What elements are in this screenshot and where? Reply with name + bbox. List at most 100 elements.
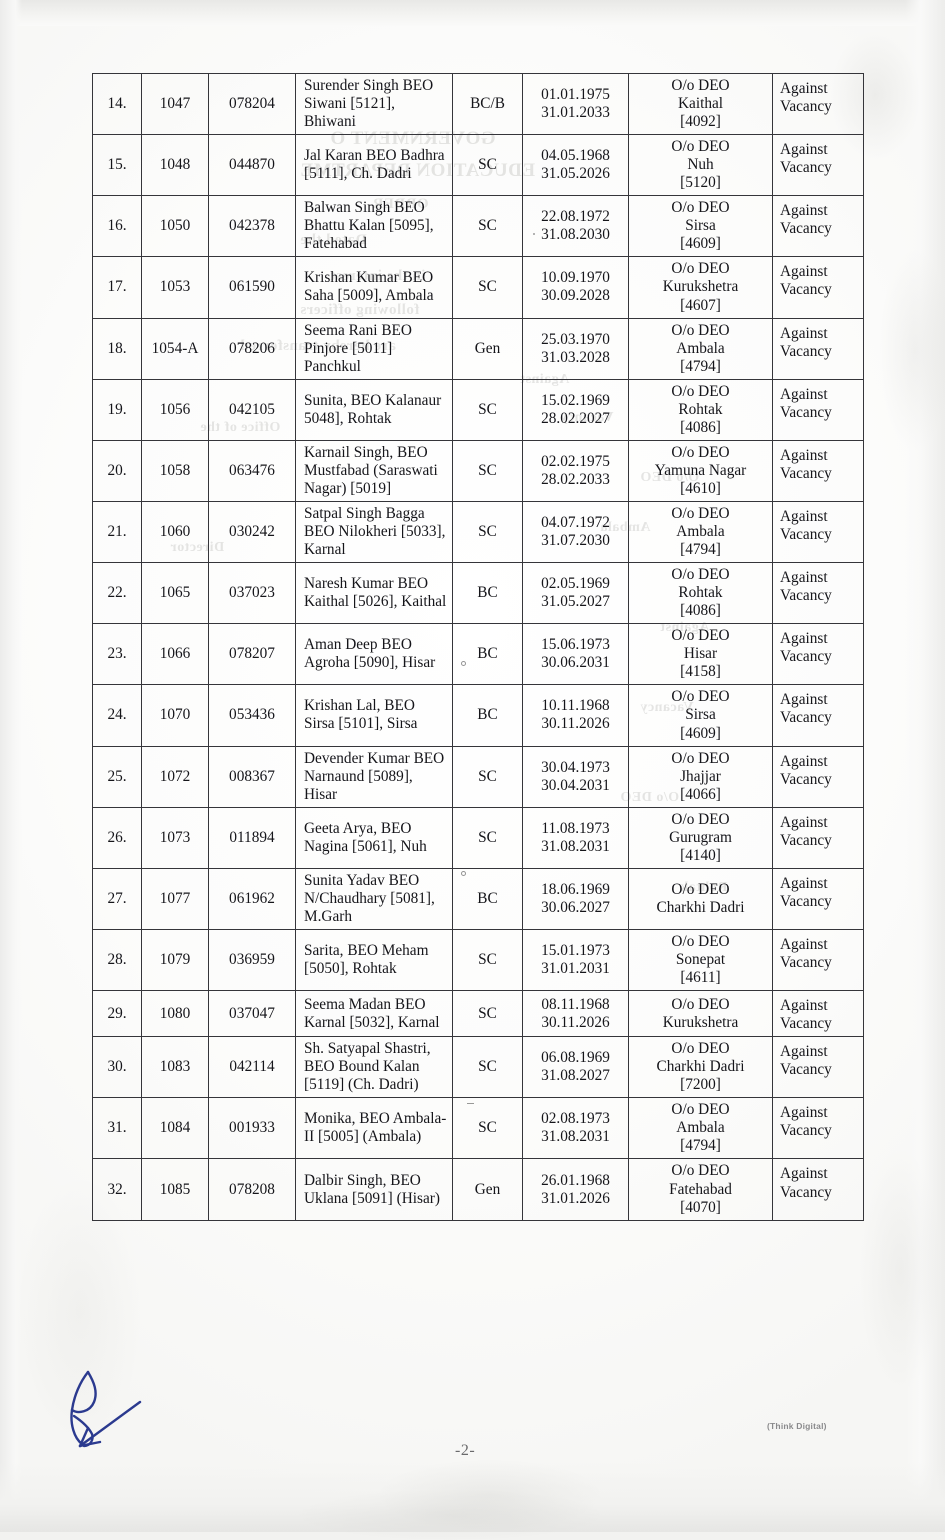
remark-line: Vacancy (780, 464, 832, 482)
office-line: O/o DEO (671, 995, 730, 1013)
date-of-birth: 02.02.1975 (541, 452, 610, 470)
remark-line: Vacancy (780, 1122, 832, 1140)
cell-dates: 15.01.1973 31.01.2031 (522, 928, 629, 992)
remark-line: Against (780, 935, 828, 953)
cell-seniority-no: 1054-A (141, 317, 209, 380)
cell-name-and-posting: Krishan Lal, BEO Sirsa [5101], Sirsa (295, 684, 453, 747)
date-of-birth: 25.03.1970 (541, 330, 610, 348)
cell-category: Gen (452, 317, 523, 380)
cell-employee-id: 036959 (208, 928, 296, 992)
cell-name-and-posting: Aman Deep BEO Agroha [5090], Hisar (295, 623, 453, 686)
date-of-birth: 15.01.1973 (541, 941, 610, 959)
cell-transfer-office: O/o DEO Yamuna Nagar [4610] (628, 439, 773, 502)
office-line: [4158] (680, 663, 721, 681)
remark-line: Against (780, 202, 828, 220)
table-row: 25. 1072 008367 Devender Kumar BEO Narnaund… (92, 745, 864, 808)
cell-serial-number: 24. (92, 684, 142, 747)
office-line: O/o DEO (671, 138, 730, 156)
cell-remarks: Against Vacancy (772, 195, 864, 258)
cell-employee-id: 078207 (208, 623, 296, 686)
cell-serial-number: 27. (92, 867, 142, 930)
cell-transfer-office: O/o DEO Sirsa [4609] (628, 195, 773, 258)
remark-line: Against (780, 385, 828, 403)
office-line: [5120] (680, 174, 721, 192)
cell-serial-number: 21. (92, 500, 142, 564)
cell-seniority-no: 1066 (141, 623, 209, 686)
cell-transfer-office: O/o DEO Kaithal [4092] (628, 72, 773, 136)
office-line: [4610] (680, 479, 721, 497)
cell-seniority-no: 1085 (141, 1158, 209, 1221)
date-of-retirement: 31.01.2033 (541, 104, 610, 122)
table-row: 14. 1047 078204 Surender Singh BEO Siwani [… (92, 72, 864, 136)
remark-line: Vacancy (780, 98, 832, 116)
cell-name-and-posting: Satpal Singh Bagga BEO Nilokheri [5033],… (295, 500, 453, 564)
cell-name-and-posting: Devender Kumar BEO Narnaund [5089], Hisa… (295, 745, 453, 808)
cell-name-and-posting: Sarita, BEO Meham [5050], Rohtak (295, 928, 453, 992)
remark-line: Vacancy (780, 831, 832, 849)
cell-dates: 02.02.1975 28.02.2033 (522, 439, 629, 502)
date-of-birth: 22.08.1972 (541, 208, 610, 226)
table-row: 29. 1080 037047 Seema Madan BEO Karnal [503… (92, 990, 864, 1038)
cell-name-and-posting: Monika, BEO Ambala-II [5005] (Ambala) (295, 1097, 453, 1160)
date-of-retirement: 30.11.2026 (541, 715, 610, 733)
remark-line: Against (780, 874, 828, 892)
date-of-birth: 15.02.1969 (541, 391, 610, 409)
remark-line: Vacancy (780, 1061, 832, 1079)
table-row: 19. 1056 042105 Sunita, BEO Kalanaur 5048],… (92, 378, 864, 441)
date-of-retirement: 31.07.2030 (541, 532, 610, 550)
table-row: 21. 1060 030242 Satpal Singh Bagga BEO Nilo… (92, 500, 864, 564)
cell-dates: 15.06.1973 30.06.2031 (522, 623, 629, 686)
table-row: 26. 1073 011894 Geeta Arya, BEO Nagina [506… (92, 806, 864, 869)
cell-dates: 11.08.1973 31.08.2031 (522, 806, 629, 869)
page-edge-top (0, 0, 945, 26)
date-of-birth: 26.01.1968 (541, 1171, 610, 1189)
date-of-birth: 06.08.1969 (541, 1049, 610, 1067)
table-row: 17. 1053 061590 Krishan Kumar BEO Saha [500… (92, 256, 864, 319)
cell-dates: 04.07.1972 31.07.2030 (522, 500, 629, 564)
date-of-retirement: 31.05.2026 (541, 165, 610, 183)
cell-employee-id: 061590 (208, 256, 296, 319)
cell-serial-number: 22. (92, 562, 142, 625)
cell-transfer-office: O/o DEO Charkhi Dadri [7200] (628, 1036, 773, 1099)
office-line: Kaithal (677, 95, 724, 113)
cell-remarks: Against Vacancy (772, 562, 864, 625)
office-line: Hisar (683, 645, 718, 663)
cell-category: BC (452, 867, 523, 930)
cell-seniority-no: 1058 (141, 439, 209, 502)
office-line: [4609] (680, 724, 721, 742)
table-row: 30. 1083 042114 Sh. Satyapal Shastri, BEO B… (92, 1036, 864, 1099)
cell-transfer-office: O/o DEO Jhajjar [4066] (628, 745, 773, 808)
cell-name-and-posting: Sunita, BEO Kalanaur 5048], Rohtak (295, 378, 453, 441)
cell-employee-id: 030242 (208, 500, 296, 564)
date-of-retirement: 31.01.2026 (541, 1189, 610, 1207)
remark-line: Against (780, 263, 828, 281)
cell-dates: 18.06.1969 30.06.2027 (522, 867, 629, 930)
cell-employee-id: 053436 (208, 684, 296, 747)
cell-name-and-posting: Surender Singh BEO Siwani [5121], Bhiwan… (295, 72, 453, 136)
cell-transfer-office: O/o DEO Ambala [4794] (628, 1097, 773, 1160)
cell-remarks: Against Vacancy (772, 72, 864, 136)
office-line: O/o DEO (671, 1040, 730, 1058)
cell-dates: 04.05.1968 31.05.2026 (522, 134, 629, 197)
remark-line: Against (780, 324, 828, 342)
transfer-order-table: 14. 1047 078204 Surender Singh BEO Siwani [… (92, 72, 864, 1221)
office-line: Fatehabad (669, 1180, 732, 1198)
cell-transfer-office: O/o DEO Ambala [4794] (628, 500, 773, 564)
cell-seniority-no: 1060 (141, 500, 209, 564)
table-row: 28. 1079 036959 Sarita, BEO Meham [5050], R… (92, 928, 864, 992)
cell-serial-number: 18. (92, 317, 142, 380)
cell-transfer-office: O/o DEO Sirsa [4609] (628, 684, 773, 747)
cell-category: SC (452, 990, 523, 1038)
office-line: O/o DEO (671, 77, 730, 94)
cell-serial-number: 23. (92, 623, 142, 686)
cell-serial-number: 20. (92, 439, 142, 502)
cell-employee-id: 037023 (208, 562, 296, 625)
cell-dates: 01.01.1975 31.01.2033 (522, 72, 629, 136)
date-of-retirement: 28.02.2033 (541, 470, 610, 488)
date-of-birth: 02.08.1973 (541, 1110, 610, 1128)
cell-seniority-no: 1056 (141, 378, 209, 441)
table-row: 32. 1085 078208 Dalbir Singh, BEO Uklana [5… (92, 1158, 864, 1221)
cell-remarks: Against Vacancy (772, 684, 864, 747)
cell-category: BC (452, 623, 523, 686)
